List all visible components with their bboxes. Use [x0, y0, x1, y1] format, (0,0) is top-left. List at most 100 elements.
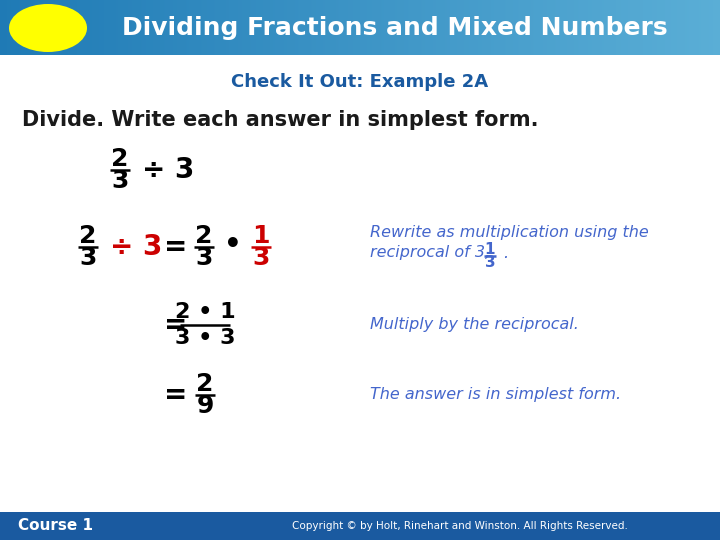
Bar: [679, 0, 680, 55]
Bar: [605, 0, 606, 55]
Bar: [615, 0, 616, 55]
Bar: [526, 0, 527, 55]
Bar: [17, 0, 18, 55]
Bar: [594, 0, 595, 55]
Bar: [462, 0, 463, 55]
Bar: [433, 0, 434, 55]
Bar: [20, 0, 21, 55]
Bar: [300, 0, 301, 55]
Bar: [606, 0, 607, 55]
Bar: [364, 0, 365, 55]
Bar: [126, 0, 127, 55]
Bar: [616, 0, 617, 55]
Bar: [342, 0, 343, 55]
Bar: [111, 0, 112, 55]
Bar: [384, 0, 385, 55]
Bar: [199, 0, 200, 55]
Bar: [481, 0, 482, 55]
Bar: [382, 0, 383, 55]
Bar: [156, 0, 157, 55]
Bar: [233, 0, 234, 55]
Bar: [645, 0, 646, 55]
Bar: [441, 0, 442, 55]
Bar: [102, 0, 103, 55]
Ellipse shape: [9, 4, 87, 52]
Text: 2: 2: [195, 224, 212, 248]
Bar: [566, 0, 567, 55]
Bar: [343, 0, 344, 55]
Bar: [259, 0, 260, 55]
Bar: [75, 0, 76, 55]
Bar: [282, 0, 283, 55]
Text: 3: 3: [485, 255, 495, 271]
Bar: [320, 0, 321, 55]
Text: Multiply by the reciprocal.: Multiply by the reciprocal.: [370, 318, 579, 333]
Bar: [150, 0, 151, 55]
Bar: [89, 0, 90, 55]
Bar: [576, 0, 577, 55]
Bar: [697, 0, 698, 55]
Bar: [582, 0, 583, 55]
Text: Divide. Write each answer in simplest form.: Divide. Write each answer in simplest fo…: [22, 110, 539, 130]
Bar: [356, 0, 357, 55]
Bar: [262, 0, 263, 55]
Bar: [37, 0, 38, 55]
Bar: [621, 0, 622, 55]
Bar: [36, 0, 37, 55]
Bar: [258, 0, 259, 55]
Bar: [192, 0, 193, 55]
Bar: [123, 0, 124, 55]
Bar: [169, 0, 170, 55]
Bar: [418, 0, 419, 55]
Bar: [208, 0, 209, 55]
Bar: [637, 0, 638, 55]
Bar: [575, 0, 576, 55]
Bar: [186, 0, 187, 55]
Bar: [474, 0, 475, 55]
Bar: [93, 0, 94, 55]
Bar: [488, 0, 489, 55]
Bar: [214, 0, 215, 55]
Bar: [601, 0, 602, 55]
Bar: [173, 0, 174, 55]
Bar: [431, 0, 432, 55]
Bar: [143, 0, 144, 55]
Bar: [571, 0, 572, 55]
Bar: [579, 0, 580, 55]
Bar: [122, 0, 123, 55]
Bar: [489, 0, 490, 55]
Bar: [130, 0, 131, 55]
Bar: [586, 0, 587, 55]
Bar: [710, 0, 711, 55]
Bar: [149, 0, 150, 55]
Text: 3 • 3: 3 • 3: [175, 328, 235, 348]
Bar: [591, 0, 592, 55]
Bar: [73, 0, 74, 55]
Bar: [597, 0, 598, 55]
Bar: [681, 0, 682, 55]
Bar: [498, 0, 499, 55]
Bar: [424, 0, 425, 55]
Bar: [335, 0, 336, 55]
Bar: [11, 0, 12, 55]
Bar: [504, 0, 505, 55]
Bar: [127, 0, 128, 55]
Bar: [457, 0, 458, 55]
Bar: [514, 0, 515, 55]
Bar: [78, 0, 79, 55]
Bar: [683, 0, 684, 55]
Bar: [445, 0, 446, 55]
Text: ÷ 3: ÷ 3: [142, 156, 194, 184]
Bar: [81, 0, 82, 55]
Bar: [153, 0, 154, 55]
Bar: [564, 0, 565, 55]
Bar: [588, 0, 589, 55]
Bar: [55, 0, 56, 55]
Bar: [83, 0, 84, 55]
Bar: [119, 0, 120, 55]
Bar: [177, 0, 178, 55]
Bar: [545, 0, 546, 55]
Bar: [473, 0, 474, 55]
Bar: [428, 0, 429, 55]
Bar: [702, 0, 703, 55]
